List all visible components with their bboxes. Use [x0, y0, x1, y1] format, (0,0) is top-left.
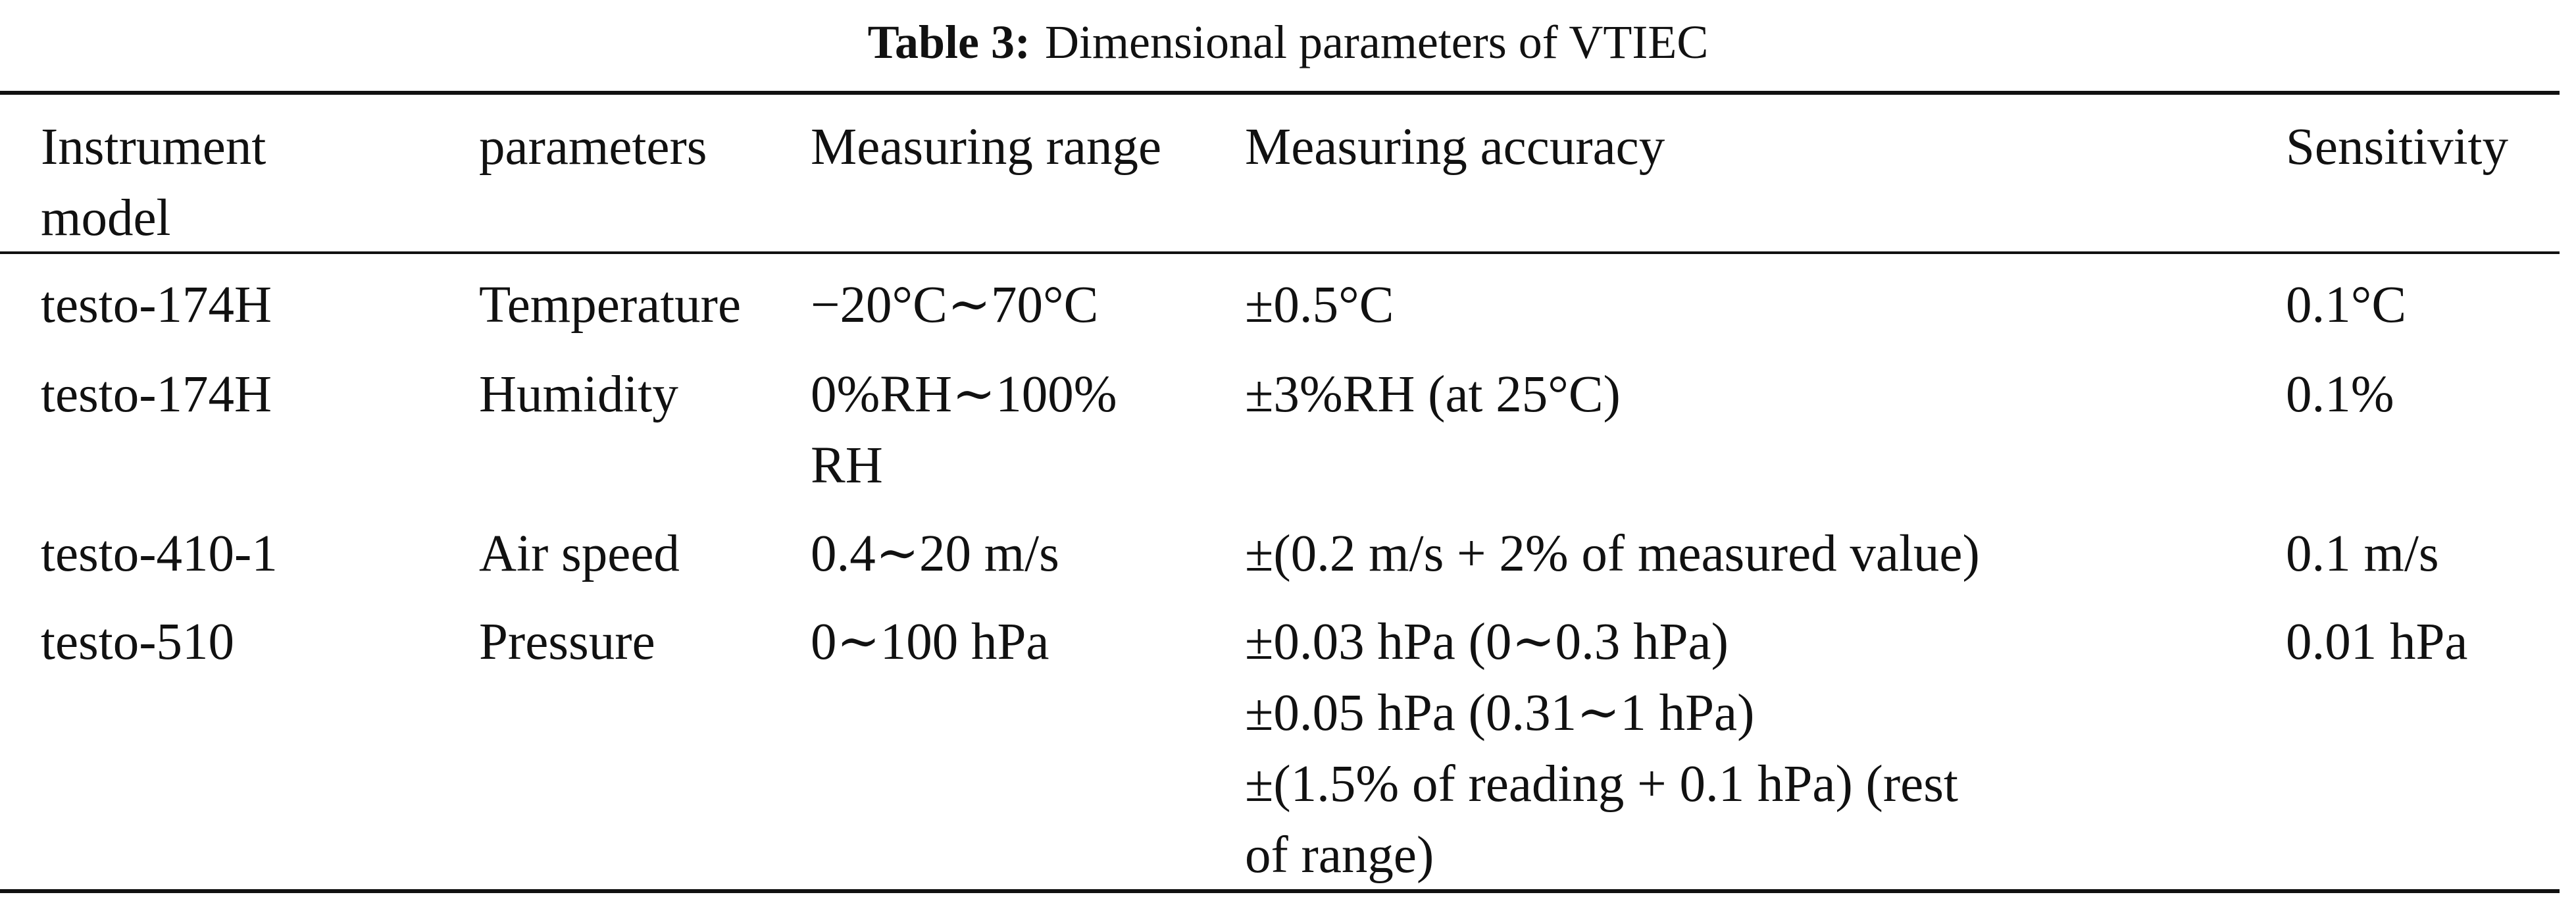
- row3-parameter: Air speed: [479, 525, 680, 582]
- row1-instrument-model: testo-174H: [41, 276, 272, 334]
- row3-measuring-range: 0.4∼20 m/s: [811, 525, 1059, 582]
- row2-measuring-accuracy: ±3%RH (at 25°C): [1245, 366, 1621, 423]
- row4-instrument-model: testo-510: [41, 613, 235, 671]
- header-measuring-accuracy: Measuring accuracy: [1245, 118, 1665, 176]
- row1-measuring-accuracy: ±0.5°C: [1245, 276, 1394, 334]
- table-header-rule: [0, 251, 2560, 254]
- row4-measuring-range: 0∼100 hPa: [811, 613, 1049, 671]
- row2-measuring-range: 0%RH∼100% RH: [811, 366, 1117, 494]
- row2-sensitivity: 0.1%: [2286, 366, 2394, 423]
- header-measuring-range: Measuring range: [811, 118, 1162, 176]
- row2-parameter: Humidity: [479, 366, 678, 423]
- row1-parameter: Temperature: [479, 276, 742, 334]
- header-sensitivity: Sensitivity: [2286, 118, 2508, 176]
- row2-instrument-model: testo-174H: [41, 366, 272, 423]
- table-caption-text: Dimensional parameters of VTIEC: [1045, 16, 1709, 68]
- table-caption-label: Table 3:: [867, 16, 1030, 68]
- row4-parameter: Pressure: [479, 613, 655, 671]
- row4-measuring-accuracy: ±0.03 hPa (0∼0.3 hPa) ±0.05 hPa (0.31∼1 …: [1245, 613, 1958, 884]
- table-bottom-rule: [0, 889, 2560, 893]
- row3-sensitivity: 0.1 m/s: [2286, 525, 2439, 582]
- row4-sensitivity: 0.01 hPa: [2286, 613, 2468, 671]
- table-top-rule: [0, 91, 2560, 95]
- row3-instrument-model: testo-410-1: [41, 525, 278, 582]
- header-instrument-model: Instrument model: [41, 118, 266, 247]
- row1-measuring-range: −20°C∼70°C: [811, 276, 1099, 334]
- row3-measuring-accuracy: ±(0.2 m/s + 2% of measured value): [1245, 525, 1980, 582]
- header-parameters: parameters: [479, 118, 707, 176]
- table-caption: Table 3: Dimensional parameters of VTIEC: [0, 0, 2576, 84]
- row1-sensitivity: 0.1°C: [2286, 276, 2407, 334]
